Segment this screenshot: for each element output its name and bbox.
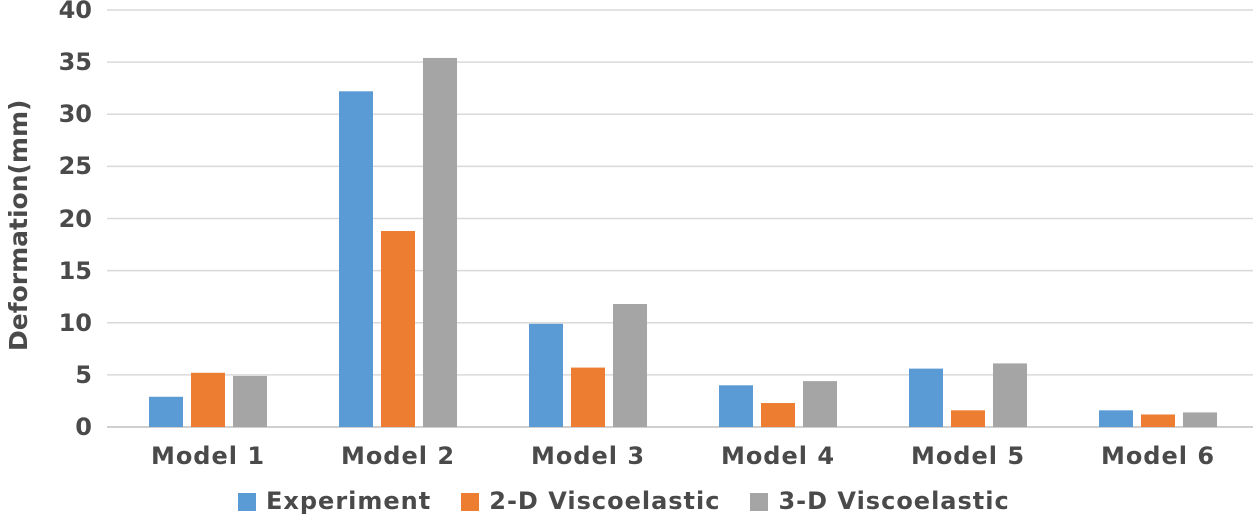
x-category-label: Model 4 [720, 442, 836, 470]
bar-2-d-viscoelastic-model-6 [1141, 414, 1175, 427]
bar-experiment-model-6 [1099, 410, 1133, 427]
y-tick-label: 20 [58, 204, 92, 233]
legend-item-experiment: Experiment [238, 487, 431, 515]
bar-experiment-model-3 [529, 323, 563, 427]
legend-item-3d-viscoelastic: 3-D Viscoelastic [750, 487, 1009, 515]
bar-experiment-model-2 [339, 91, 373, 427]
bar-experiment-model-4 [719, 385, 753, 427]
y-tick-label: 10 [58, 308, 92, 337]
y-tick-label: 25 [58, 152, 92, 181]
bar-2-d-viscoelastic-model-4 [761, 403, 795, 427]
bar-3-d-viscoelastic-model-5 [993, 363, 1027, 427]
legend-swatch-2d-viscoelastic [461, 493, 480, 511]
legend-item-2d-viscoelastic: 2-D Viscoelastic [461, 487, 720, 515]
y-tick-label: 35 [58, 48, 92, 77]
legend-swatch-3d-viscoelastic [750, 493, 769, 511]
bar-2-d-viscoelastic-model-5 [951, 410, 985, 427]
legend-label: 2-D Viscoelastic [489, 487, 721, 515]
bar-2-d-viscoelastic-model-1 [191, 372, 225, 427]
y-tick-label: 5 [75, 360, 92, 389]
bar-3-d-viscoelastic-model-2 [423, 57, 457, 428]
x-category-label: Model 1 [150, 442, 266, 470]
bar-experiment-model-5 [909, 368, 943, 427]
y-tick-label: 15 [58, 256, 92, 285]
legend-label: 3-D Viscoelastic [778, 487, 1010, 515]
bar-3-d-viscoelastic-model-3 [613, 303, 647, 427]
x-category-label: Model 2 [340, 442, 456, 470]
x-category-label: Model 5 [910, 442, 1026, 470]
bar-experiment-model-1 [149, 396, 183, 427]
bar-2-d-viscoelastic-model-3 [571, 367, 605, 427]
y-tick-label: 30 [58, 100, 92, 129]
legend-swatch-experiment [238, 493, 256, 511]
y-tick-label: 0 [75, 413, 92, 441]
bar-3-d-viscoelastic-model-1 [233, 375, 267, 427]
bar-3-d-viscoelastic-model-6 [1183, 412, 1217, 427]
y-tick-label: 40 [58, 0, 92, 24]
bar-3-d-viscoelastic-model-4 [803, 381, 837, 427]
x-category-label: Model 6 [1100, 442, 1216, 470]
legend-label: Experiment [266, 487, 432, 515]
legend: Experiment 2-D Viscoelastic 3-D Viscoela… [238, 487, 1010, 515]
bar-2-d-viscoelastic-model-2 [381, 231, 415, 427]
x-category-label: Model 3 [530, 442, 646, 470]
